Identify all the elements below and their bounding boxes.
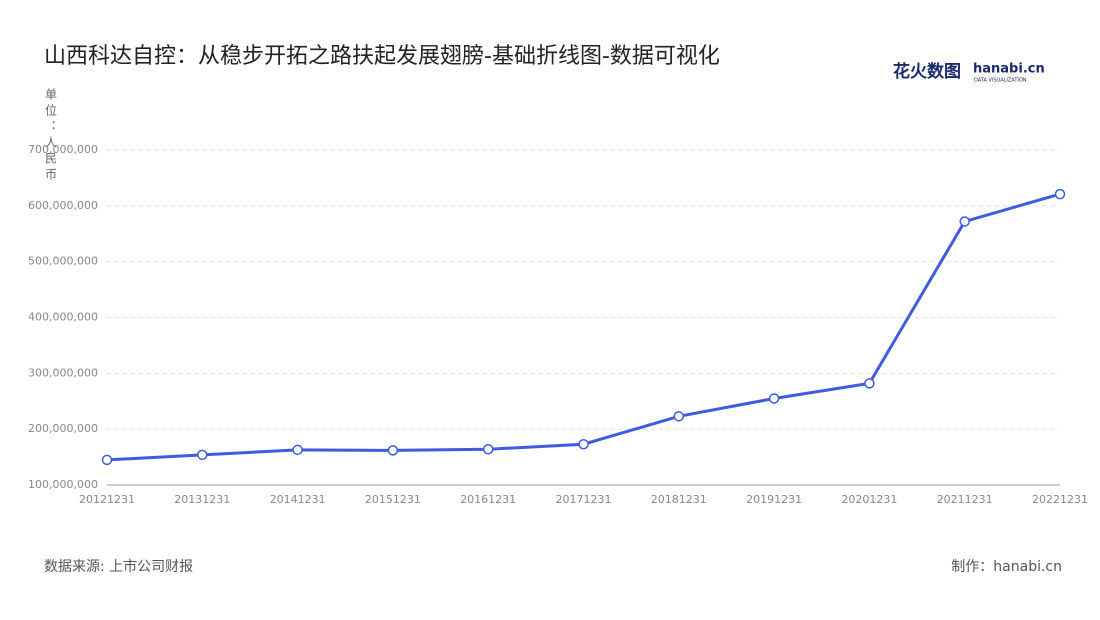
- point: [101, 454, 113, 466]
- x-tick-label: 20161231: [460, 493, 516, 506]
- x-tick-label: 20121231: [79, 493, 135, 506]
- point: [673, 411, 685, 422]
- x-tick-label: 20201231: [841, 493, 897, 506]
- y-tick-label: 200,000,000: [28, 422, 98, 435]
- point: [482, 444, 494, 455]
- point: [959, 216, 970, 227]
- x-tick-label: 20181231: [651, 493, 707, 506]
- x-tick-label: 20151231: [365, 493, 421, 506]
- y-tick-label: 100,000,000: [28, 478, 98, 491]
- line: [106, 192, 1061, 462]
- point: [292, 444, 303, 456]
- point: [864, 378, 875, 389]
- x-tick-label: 20141231: [270, 493, 326, 506]
- point: [1054, 188, 1066, 200]
- point: [768, 393, 780, 404]
- y-tick-label: 300,000,000: [28, 366, 98, 379]
- point: [197, 449, 208, 461]
- point: [387, 445, 399, 456]
- x-tick-label: 20221231: [1032, 493, 1088, 506]
- y-tick-label: 700,000,000: [28, 143, 98, 156]
- point: [578, 438, 589, 450]
- logo-brand: 花火数图: [893, 61, 961, 82]
- chart-title: 山西科达自控：从稳步开拓之路扶起发展翅膀-基础折线图-数据可视化: [44, 44, 720, 69]
- y-tick-label: 400,000,000: [28, 311, 98, 324]
- logo-site: hanabi.cn: [973, 62, 1045, 77]
- y-tick-label: 500,000,000: [28, 255, 98, 268]
- x-tick-label: 20191231: [746, 493, 802, 506]
- source: 数据来源: 上市公司财报: [44, 558, 193, 575]
- credit: 制作：hanabi.cn: [951, 559, 1062, 575]
- y-tick-label: 600,000,000: [28, 199, 98, 212]
- x-tick-label: 20211231: [937, 493, 993, 506]
- y-axis-label: 单位：人民币: [44, 88, 58, 184]
- logo-tagline: DATA VISUALIZATION: [974, 78, 1027, 84]
- x-tick-label: 20131231: [174, 493, 230, 506]
- x-tick-label: 20171231: [556, 493, 612, 506]
